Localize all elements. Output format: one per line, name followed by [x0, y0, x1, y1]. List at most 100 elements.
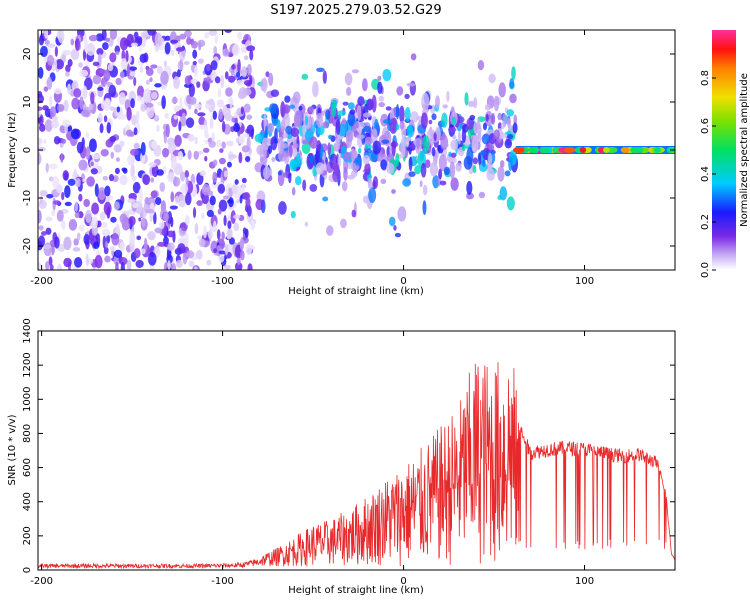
spectral-blob [217, 88, 222, 98]
spectral-blob [136, 235, 142, 241]
x-tick-label: -200 [30, 276, 53, 287]
spectral-blob [63, 99, 69, 112]
spectral-blob [415, 137, 422, 155]
spectral-blob [509, 93, 517, 104]
spectral-blob [180, 222, 188, 232]
spectral-blob [259, 143, 267, 162]
spectral-blob [38, 235, 46, 248]
spectral-blob [192, 49, 198, 59]
spectral-blob [455, 162, 462, 172]
spectral-blob [301, 73, 309, 80]
spectral-blob [185, 192, 192, 206]
spectral-blob [431, 113, 437, 121]
spectral-blob [476, 118, 481, 130]
spectral-blob [190, 173, 196, 185]
spectral-blob [351, 69, 360, 74]
spectral-blob [246, 114, 253, 120]
spectral-blob [163, 212, 169, 222]
spectral-blob [486, 168, 496, 181]
spectral-blob [315, 162, 325, 175]
spectral-blob [103, 246, 109, 255]
spectral-blob [328, 134, 333, 140]
spectral-blob [106, 122, 112, 134]
spectral-blob [67, 178, 76, 186]
spectral-blob [497, 166, 505, 182]
spectral-blob [74, 201, 79, 212]
spectral-blob [86, 176, 95, 187]
spectral-blob [38, 137, 43, 145]
spectral-blob [399, 120, 405, 130]
spectral-blob [211, 132, 215, 142]
spectral-blob [103, 69, 111, 82]
spectral-blob [294, 175, 302, 186]
spectral-blob [119, 113, 127, 120]
spectral-blob [394, 232, 401, 238]
spectral-blob [40, 45, 48, 58]
spectral-blob [457, 131, 462, 145]
spectral-blob [421, 92, 430, 111]
signal-blob [602, 147, 611, 153]
spectral-blob [395, 153, 400, 167]
spectral-blob [140, 142, 146, 156]
spectral-blob [184, 215, 190, 226]
spectral-blob [194, 66, 198, 78]
spectral-blob [212, 159, 218, 167]
spectral-blob [128, 208, 134, 215]
spectral-blob [206, 63, 211, 72]
spectral-blob [438, 153, 447, 172]
spectral-blob [327, 142, 331, 156]
spectral-blob [513, 114, 518, 125]
spectral-blob [288, 172, 292, 184]
spectral-blob [205, 99, 215, 105]
spectral-blob [38, 225, 44, 231]
spectral-blob [322, 196, 329, 202]
spectral-blob [488, 73, 496, 84]
spectral-blob [208, 140, 216, 148]
spectral-blob [73, 238, 79, 246]
spectral-blob [64, 185, 71, 198]
spectral-blob [245, 243, 253, 256]
colorbar-ticks: 0.0 0.2 0.4 0.6 0.8 [700, 70, 716, 278]
spectral-blob [269, 103, 277, 114]
spectral-blob [194, 103, 202, 109]
spectral-blob [381, 139, 390, 144]
spectral-blob [96, 48, 104, 56]
spectral-blob [212, 171, 218, 184]
spectral-blob [345, 129, 354, 142]
spectral-blob [112, 175, 119, 183]
spectral-blob [183, 61, 190, 66]
spectral-blob [372, 140, 382, 155]
spectral-blob [472, 157, 479, 165]
spectral-blob [169, 205, 178, 210]
colorbar-tick-label: 0.8 [700, 70, 711, 86]
spectral-blob [212, 110, 218, 120]
spectral-blob [111, 232, 120, 246]
spectral-blob [237, 31, 243, 40]
spectral-blob [278, 201, 287, 215]
spectral-blob [97, 86, 104, 91]
spectral-blob [274, 128, 278, 144]
spectral-blob [139, 53, 147, 63]
spectral-blob [70, 38, 75, 46]
spectral-blob [406, 82, 416, 87]
spectral-blob [184, 232, 189, 245]
spectral-blob [105, 196, 111, 203]
spectral-blob [204, 32, 210, 39]
spectral-blob [250, 220, 256, 231]
spectral-blob [109, 245, 116, 252]
spectral-blob [133, 127, 138, 136]
spectral-blob [448, 156, 457, 164]
spectral-blob [201, 184, 211, 196]
spectral-blob [136, 85, 145, 99]
signal-blob [563, 147, 576, 153]
spectral-blob [171, 49, 175, 56]
spectral-blob [485, 113, 489, 122]
spectral-blob [97, 84, 104, 98]
spectral-blob [38, 151, 41, 165]
spectral-blob [173, 114, 178, 120]
spectral-blob [466, 180, 473, 195]
spectral-blob [130, 148, 139, 156]
spectral-blob [130, 98, 135, 109]
spectral-blob [383, 130, 392, 147]
